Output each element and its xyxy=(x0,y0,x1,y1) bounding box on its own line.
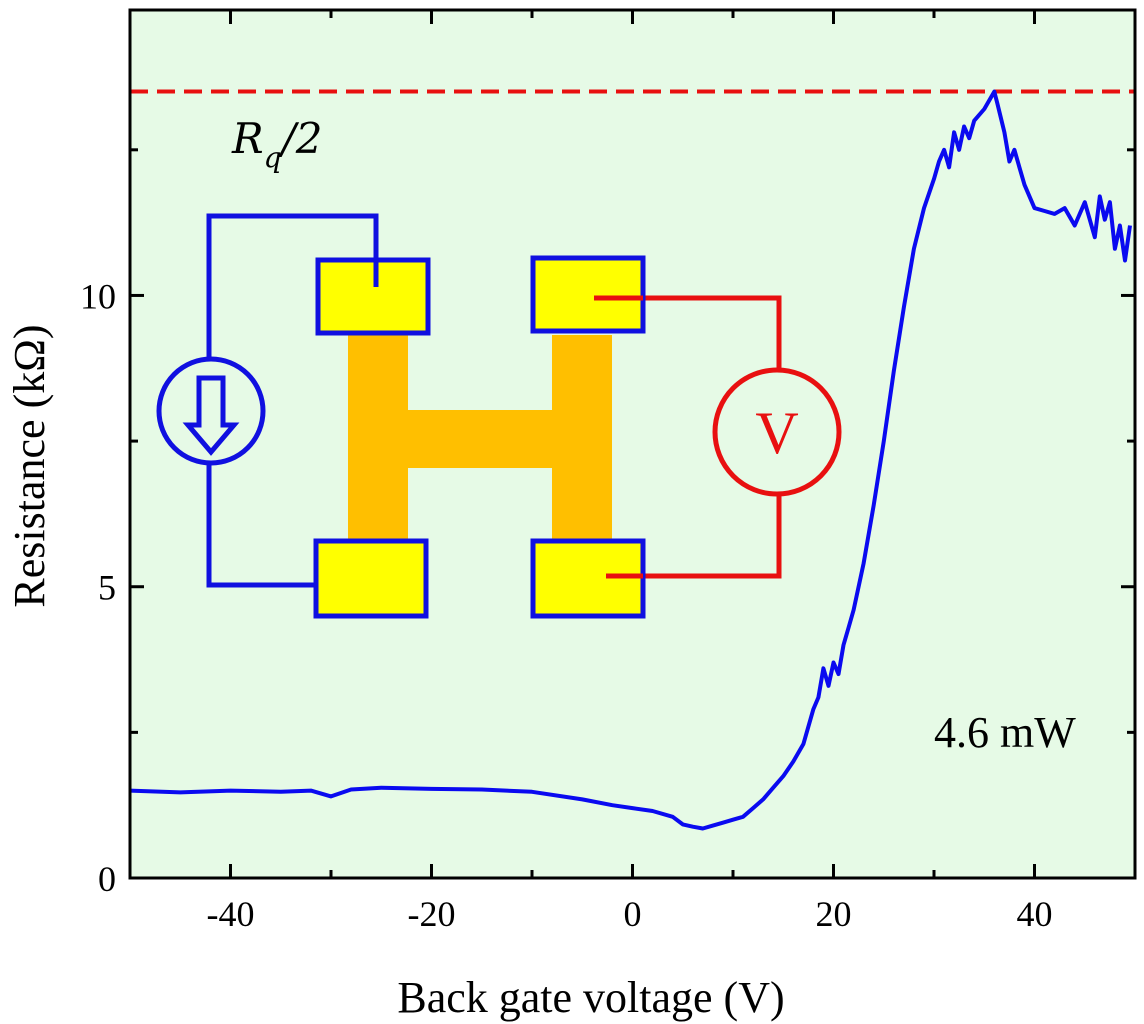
current-wire-top xyxy=(206,213,379,358)
pad-top-right xyxy=(530,255,646,334)
channel-left-arm xyxy=(348,335,408,545)
x-axis-title: Back gate voltage (V) xyxy=(397,973,784,1022)
voltage-wire-bottom xyxy=(606,494,782,579)
ticks-layer: -40 -20 0 20 40 0 5 10 xyxy=(80,10,1137,934)
channel-bridge xyxy=(405,410,555,468)
y-axis-title: Resistance (kΩ) xyxy=(5,324,54,607)
voltmeter-icon xyxy=(712,367,842,497)
channel-right-arm xyxy=(552,335,612,545)
reference-label-r: R xyxy=(231,114,264,163)
current-arrow-icon xyxy=(182,375,240,456)
device-schematic: V xyxy=(156,213,842,619)
reference-label-suffix: /2 xyxy=(278,114,323,163)
y-tick-label: 10 xyxy=(80,276,116,316)
reference-line-label: Rq/2 xyxy=(231,114,322,174)
plot-background xyxy=(130,10,1135,878)
reference-label-subscript: q xyxy=(264,141,282,174)
voltmeter-label: V xyxy=(755,400,798,466)
pad-bottom-left xyxy=(313,538,429,619)
x-tick-label: 40 xyxy=(1017,894,1053,934)
pad-top-left xyxy=(315,257,431,336)
series-line-0 xyxy=(129,89,1132,831)
voltage-wire-top xyxy=(594,295,782,370)
current-source-icon xyxy=(156,356,266,466)
power-annotation: 4.6 mW xyxy=(934,708,1076,757)
x-tick-label: 0 xyxy=(624,894,642,934)
x-tick-label: 20 xyxy=(816,894,852,934)
x-tick-label: -20 xyxy=(408,894,456,934)
series-layer xyxy=(129,89,1132,831)
y-tick-label: 5 xyxy=(98,568,116,608)
x-tick-label: -40 xyxy=(207,894,255,934)
y-tick-label: 0 xyxy=(98,859,116,899)
current-wire-bottom xyxy=(206,464,360,588)
